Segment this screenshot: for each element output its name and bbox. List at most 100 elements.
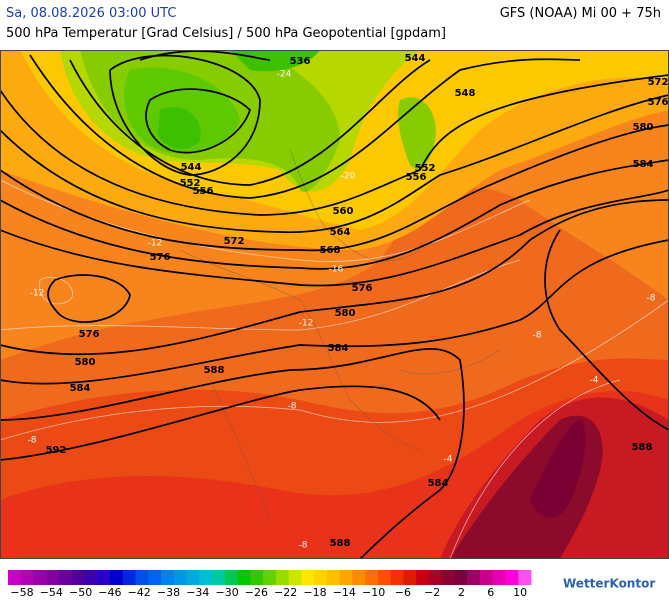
temperature-label: -8	[299, 541, 308, 551]
color-swatch	[212, 570, 226, 585]
geopotential-label: 588	[204, 365, 225, 376]
geopotential-label: 576	[648, 97, 669, 108]
geopotential-label: 552	[180, 178, 201, 189]
geopotential-label: 548	[455, 88, 476, 99]
color-swatch	[224, 570, 239, 585]
colorbar-label: −34	[186, 586, 209, 599]
color-swatch	[301, 570, 315, 585]
temperature-label: -8	[647, 294, 656, 304]
geopotential-label: 536	[290, 56, 311, 67]
colorbar-label: −6	[395, 586, 411, 599]
color-swatch	[263, 570, 277, 585]
color-swatch	[97, 570, 111, 585]
temperature-label: -8	[533, 331, 542, 341]
geopotential-label: 576	[150, 252, 171, 263]
temperature-label: -12	[299, 319, 314, 329]
geopotential-label: 580	[633, 122, 654, 133]
colorbar-label: −10	[362, 586, 385, 599]
color-swatch	[46, 570, 60, 585]
temperature-label: -16	[329, 265, 344, 275]
model-label: GFS (NOAA) Mi 00 + 75h	[499, 6, 661, 21]
geopotential-label: 580	[335, 308, 356, 319]
geopotential-label: 584	[70, 383, 91, 394]
color-swatch	[186, 570, 200, 585]
temperature-label: -8	[288, 402, 297, 412]
geopotential-label: 584	[328, 343, 349, 354]
colorbar-label: −38	[157, 586, 180, 599]
geopotential-label: 588	[330, 538, 351, 549]
temperature-label: -4	[444, 455, 453, 465]
color-swatch	[8, 570, 22, 585]
geopotential-label: 572	[648, 77, 669, 88]
color-swatch	[441, 570, 455, 585]
colorbar-label: −2	[424, 586, 440, 599]
color-swatch	[33, 570, 47, 585]
color-swatch	[173, 570, 187, 585]
colorbar-label: −54	[40, 586, 63, 599]
geopotential-label: 576	[79, 329, 100, 340]
geopotential-label: 556	[406, 172, 427, 183]
geopotential-label: 544	[181, 162, 202, 173]
temperature-label: -12	[30, 289, 45, 299]
color-swatch	[365, 570, 379, 585]
temperature-field	[0, 50, 669, 559]
colorbar-label: −26	[245, 586, 268, 599]
color-swatch	[505, 570, 519, 585]
color-swatch	[84, 570, 98, 585]
color-swatch	[518, 570, 532, 585]
geopotential-label: 560	[333, 206, 354, 217]
geopotential-label: 584	[428, 478, 449, 489]
geopotential-label: 568	[320, 245, 341, 256]
colorbar-label: −58	[10, 586, 33, 599]
color-swatch	[288, 570, 302, 585]
color-swatch	[250, 570, 264, 585]
color-swatch	[275, 570, 290, 585]
color-swatch	[428, 570, 443, 585]
colorbar-label: −18	[303, 586, 326, 599]
colorbar-label: 2	[458, 586, 465, 599]
color-swatch	[122, 570, 136, 585]
geopotential-label: 572	[224, 236, 245, 247]
color-swatch	[199, 570, 213, 585]
color-swatch	[20, 570, 34, 585]
color-swatch	[71, 570, 85, 585]
color-swatch	[314, 570, 328, 585]
geopotential-label: 552	[415, 163, 436, 174]
temperature-label: -12	[148, 239, 163, 249]
color-swatch	[416, 570, 430, 585]
color-swatch	[390, 570, 404, 585]
color-swatch	[237, 570, 251, 585]
color-swatch	[467, 570, 481, 585]
color-swatch	[403, 570, 417, 585]
geopotential-label: 564	[330, 227, 351, 238]
colorbar-label: −22	[274, 586, 297, 599]
color-swatch	[59, 570, 73, 585]
color-swatch	[352, 570, 366, 585]
color-swatch	[148, 570, 162, 585]
temperature-label: -24	[277, 70, 292, 80]
colorbar-label: 10	[513, 586, 527, 599]
colorbar-label: 6	[487, 586, 494, 599]
colorbar-label: −46	[98, 586, 121, 599]
color-swatch	[161, 570, 175, 585]
temperature-label: -8	[28, 436, 37, 446]
geopotential-label: 576	[352, 283, 373, 294]
geopotential-label: 580	[75, 357, 96, 368]
geopotential-label: 592	[46, 445, 67, 456]
colorbar-label: −14	[333, 586, 356, 599]
geopotential-label: 556	[193, 186, 214, 197]
color-swatch	[326, 570, 341, 585]
color-swatch	[339, 570, 353, 585]
colorbar-label: −50	[69, 586, 92, 599]
colorbar-label: −30	[215, 586, 238, 599]
geopotential-label: 588	[632, 442, 653, 453]
geopotential-label: 544	[405, 53, 426, 64]
date-label: Sa, 08.08.2026 03:00 UTC	[6, 6, 177, 21]
color-swatch	[454, 570, 468, 585]
color-swatch	[492, 570, 506, 585]
temperature-label: -20	[341, 172, 356, 182]
color-swatch	[135, 570, 149, 585]
color-swatch	[110, 570, 124, 585]
